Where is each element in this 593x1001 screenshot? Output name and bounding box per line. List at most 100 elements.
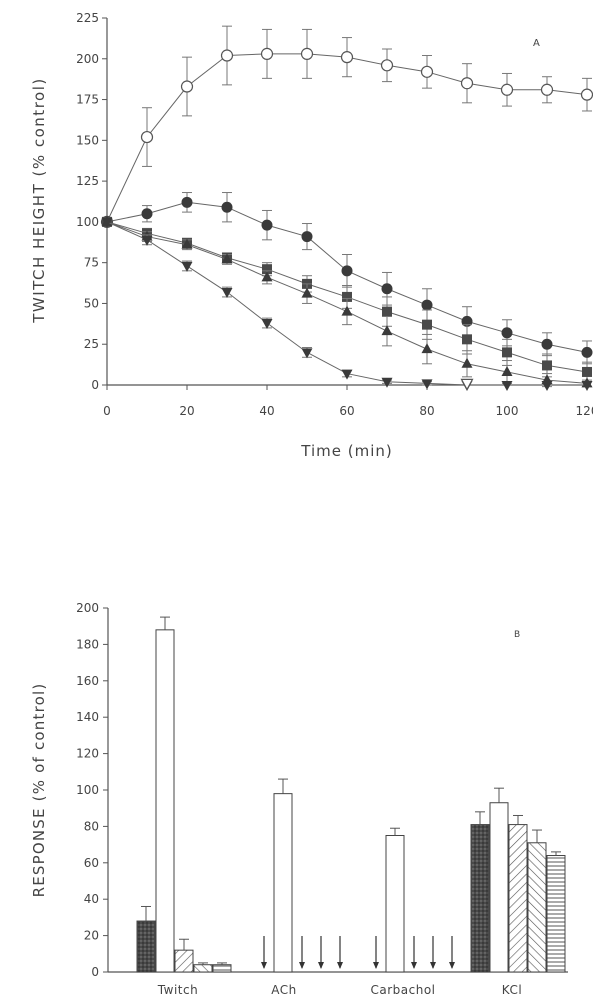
panel-a-y-tick-label: 100 bbox=[76, 215, 99, 229]
panel-b-category-label: Twitch bbox=[157, 983, 198, 997]
panel-a-x-tick-label: 60 bbox=[339, 404, 354, 418]
panel-a-data-point bbox=[140, 130, 154, 144]
panel-b-y-tick-label: 40 bbox=[84, 892, 99, 906]
panel-a-data-point bbox=[381, 325, 393, 336]
panel-a-data-point bbox=[181, 238, 193, 249]
panel-b-bar bbox=[273, 793, 293, 973]
panel-a-y-tick-label: 225 bbox=[76, 11, 99, 25]
panel-b-letter: B bbox=[514, 630, 520, 640]
panel-a-data-point bbox=[462, 334, 472, 345]
panel-b-y-tick-label: 0 bbox=[91, 965, 99, 979]
panel-a-data-point bbox=[461, 357, 473, 368]
panel-a-data-point bbox=[582, 366, 592, 377]
panel-b-zero-arrow-head bbox=[373, 962, 379, 969]
panel-a-letter: A bbox=[533, 38, 540, 49]
panel-a-data-point bbox=[501, 327, 513, 339]
panel-b-y-tick-label: 180 bbox=[76, 637, 99, 651]
panel-a-data-point bbox=[382, 306, 392, 317]
panel-b-bar bbox=[385, 835, 405, 973]
panel-b-bar bbox=[470, 824, 490, 973]
panel-b-category-label: KCl bbox=[502, 983, 522, 997]
panel-a-x-tick-label: 20 bbox=[179, 404, 194, 418]
panel-a-data-point bbox=[301, 231, 313, 243]
panel-a-data-point bbox=[501, 365, 513, 376]
panel-a-x-tick-label: 40 bbox=[259, 404, 274, 418]
panel-a-data-point bbox=[341, 369, 353, 380]
panel-a-data-point bbox=[420, 65, 434, 78]
panel-b-bar bbox=[174, 949, 194, 973]
panel-a-y-axis-label: TWITCH HEIGHT (% control) bbox=[30, 77, 48, 323]
panel-a-y-tick-label: 25 bbox=[84, 337, 99, 351]
panel-a-data-point bbox=[262, 264, 272, 275]
panel-b-zero-arrow-head bbox=[449, 962, 455, 969]
panel-a-data-point bbox=[301, 348, 313, 359]
panel-b-y-tick-label: 60 bbox=[84, 856, 99, 870]
panel-b-y-tick-label: 80 bbox=[84, 819, 99, 833]
panel-a-data-point bbox=[460, 378, 474, 391]
panel-a-data-point bbox=[181, 261, 193, 272]
panel-a-data-point bbox=[342, 291, 352, 302]
panel-b-y-tick-label: 200 bbox=[76, 601, 99, 615]
panel-b-bar bbox=[546, 855, 566, 973]
panel-b-zero-arrow-head bbox=[318, 962, 324, 969]
panel-a-x-tick-label: 80 bbox=[419, 404, 434, 418]
panel-a-data-point bbox=[502, 347, 512, 358]
panel-a-data-point bbox=[221, 288, 233, 299]
panel-a-data-point bbox=[261, 271, 273, 282]
panel-a-x-tick-label: 0 bbox=[103, 404, 111, 418]
panel-a-data-point bbox=[581, 346, 593, 358]
panel-a-data-point bbox=[500, 83, 514, 96]
panel-a: 0 25 50 75 100 125 150 175 200 225 0 20 40 60 80 100 12… bbox=[30, 11, 593, 460]
panel-a-y-tick-label: 175 bbox=[76, 93, 99, 107]
panel-a-data-point bbox=[341, 305, 353, 316]
panel-a-x-tick-label: 120 bbox=[576, 404, 593, 418]
panel-a-x-tick-label: 100 bbox=[496, 404, 519, 418]
panel-a-y-tick-label: 125 bbox=[76, 174, 99, 188]
panel-b-zero-arrow-head bbox=[299, 962, 305, 969]
panel-a-data-point bbox=[421, 379, 433, 390]
panel-a-data-point bbox=[340, 51, 354, 64]
panel-b-bar bbox=[508, 824, 528, 973]
panel-a-data-point bbox=[141, 235, 153, 246]
panel-a-data-point bbox=[181, 196, 193, 208]
panel-b-bar bbox=[136, 920, 156, 973]
panel-a-y-tick-label: 150 bbox=[76, 133, 99, 147]
panel-b-bar bbox=[212, 964, 232, 973]
panel-b-zero-arrow-head bbox=[411, 962, 417, 969]
panel-a-data-point bbox=[541, 381, 553, 391]
panel-a-data-point bbox=[580, 88, 593, 101]
panel-a-data-point bbox=[300, 47, 314, 60]
panel-a-data-point bbox=[261, 319, 273, 330]
panel-a-data-point bbox=[220, 49, 234, 62]
panel-a-data-point bbox=[221, 201, 233, 213]
panel-a-data-point bbox=[101, 217, 113, 228]
panel-a-y-tick-label: 200 bbox=[76, 52, 99, 66]
panel-a-data-point bbox=[421, 343, 433, 354]
panel-a-y-tick-label: 50 bbox=[84, 296, 99, 310]
panel-b: 0 20 40 60 80 100 120 140 160 180 200 Twitch ACh Car… bbox=[30, 601, 568, 997]
panel-b-bar bbox=[489, 802, 509, 973]
panel-b-y-tick-label: 120 bbox=[76, 747, 99, 761]
panel-b-zero-arrow-head bbox=[430, 962, 436, 969]
panel-b-y-tick-label: 140 bbox=[76, 710, 99, 724]
panel-a-data-point bbox=[221, 253, 233, 264]
panel-a-data-point bbox=[381, 377, 393, 388]
panel-b-y-axis-label: RESPONSE (% of control) bbox=[30, 683, 48, 898]
panel-a-data-point bbox=[542, 360, 552, 371]
panel-a-data-point bbox=[421, 299, 433, 311]
panel-a-data-point bbox=[461, 315, 473, 327]
panel-a-data-point bbox=[260, 47, 274, 60]
panel-a-data-point bbox=[341, 265, 353, 277]
panel-b-bar bbox=[527, 842, 547, 973]
panel-a-data-point bbox=[540, 83, 554, 96]
panel-a-y-tick-label: 75 bbox=[84, 256, 99, 270]
panel-a-data-point bbox=[180, 80, 194, 93]
panel-b-y-tick-label: 160 bbox=[76, 674, 99, 688]
panel-b-y-tick-label: 100 bbox=[76, 783, 99, 797]
panel-b-bar bbox=[193, 964, 213, 973]
panel-a-y-tick-label: 0 bbox=[91, 378, 99, 392]
panel-a-data-point bbox=[460, 77, 474, 90]
panel-b-category-label: ACh bbox=[271, 983, 296, 997]
panel-a-data-point bbox=[301, 287, 313, 298]
